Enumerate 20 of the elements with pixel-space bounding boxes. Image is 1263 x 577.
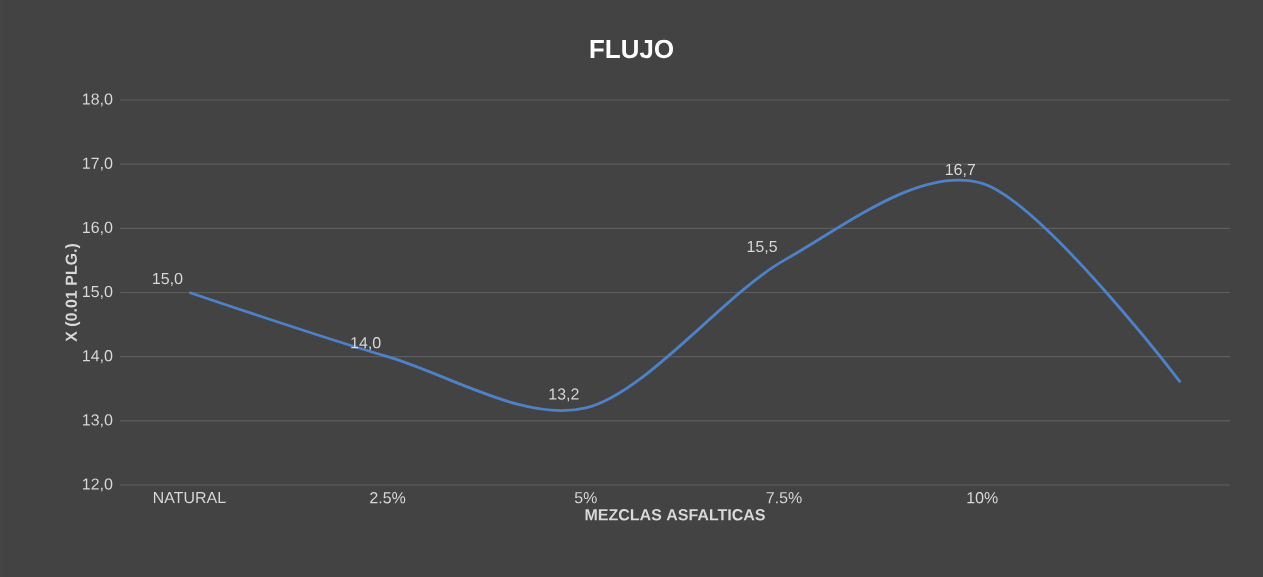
x-axis-title: MEZCLAS ASFALTICAS (585, 509, 765, 521)
data-label: 13,2 (549, 388, 579, 402)
y-tick-label: 12,0 (83, 478, 113, 492)
x-tick-label: NATURAL (153, 492, 226, 504)
x-tick-label: 5% (574, 492, 597, 504)
y-tick-label: 13,0 (83, 414, 113, 428)
data-label: 15,0 (153, 272, 183, 287)
x-tick-label: 10% (967, 492, 998, 504)
x-tick-label: 7.5% (766, 492, 802, 504)
y-tick-label: 14,0 (83, 350, 113, 364)
y-tick-label: 18,0 (83, 93, 113, 107)
y-tick-label: 15,0 (83, 285, 113, 300)
chart-title: FLUJO (590, 39, 674, 59)
y-tick-label: 16,0 (83, 221, 113, 235)
data-label: 15,5 (747, 240, 777, 254)
data-label: 16,7 (945, 163, 976, 177)
y-axis-title: X (0.01 PLG.) (65, 243, 81, 342)
x-tick-label: 2.5% (370, 492, 406, 504)
y-tick-label: 17,0 (83, 157, 113, 171)
data-label: 14,0 (351, 337, 381, 351)
